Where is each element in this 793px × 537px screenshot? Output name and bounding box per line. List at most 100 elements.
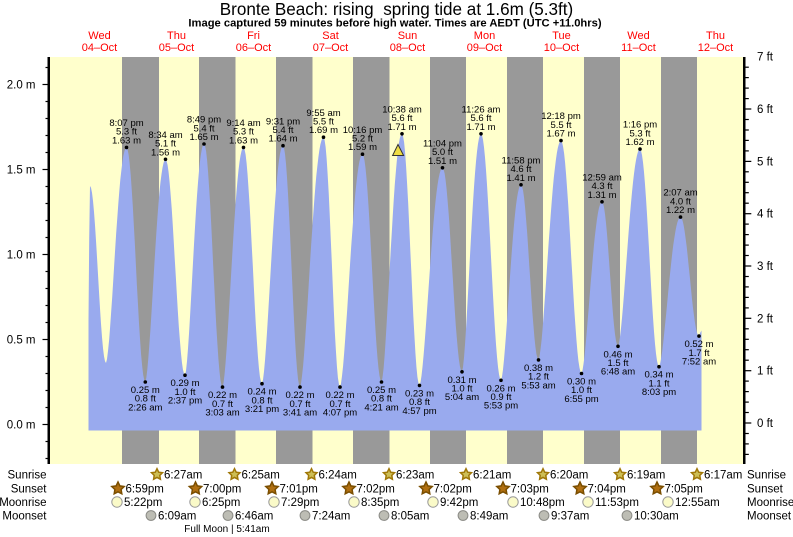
svg-text:9:42pm: 9:42pm xyxy=(440,497,478,509)
svg-text:12:55am: 12:55am xyxy=(675,497,720,509)
svg-text:9:55 am: 9:55 am xyxy=(306,108,340,119)
svg-text:Sunset: Sunset xyxy=(747,484,784,496)
svg-text:Full Moon | 5:41am: Full Moon | 5:41am xyxy=(184,524,269,535)
svg-text:4:57 pm: 4:57 pm xyxy=(402,406,436,417)
svg-text:10:16 pm: 10:16 pm xyxy=(343,125,383,136)
svg-text:07–Oct: 07–Oct xyxy=(313,42,348,54)
svg-text:7:02pm: 7:02pm xyxy=(434,484,472,496)
svg-text:3:41 am: 3:41 am xyxy=(283,408,317,419)
svg-text:0.8 ft: 0.8 ft xyxy=(251,395,272,406)
svg-text:11:53pm: 11:53pm xyxy=(595,497,639,509)
svg-text:6:25pm: 6:25pm xyxy=(202,497,240,509)
svg-text:4 ft: 4 ft xyxy=(757,209,774,221)
svg-text:3 ft: 3 ft xyxy=(757,261,774,273)
svg-text:1.22 m: 1.22 m xyxy=(666,205,695,216)
svg-text:7:02pm: 7:02pm xyxy=(357,484,395,496)
svg-text:8:35pm: 8:35pm xyxy=(361,497,399,509)
svg-text:12:59 am: 12:59 am xyxy=(582,172,622,183)
svg-text:Thu: Thu xyxy=(706,30,725,42)
svg-text:5:53 am: 5:53 am xyxy=(521,380,555,391)
svg-text:4.6 ft: 4.6 ft xyxy=(510,164,531,175)
svg-text:6:48 am: 6:48 am xyxy=(601,367,635,378)
svg-text:Sunrise: Sunrise xyxy=(747,470,786,482)
svg-text:0.22 m: 0.22 m xyxy=(325,390,354,401)
svg-text:6:09am: 6:09am xyxy=(158,511,196,523)
svg-text:Wed: Wed xyxy=(88,30,110,42)
svg-text:8:07 pm: 8:07 pm xyxy=(109,118,143,129)
svg-text:5.5 ft: 5.5 ft xyxy=(313,117,334,128)
svg-text:0.8 ft: 0.8 ft xyxy=(135,394,156,405)
svg-text:Fri: Fri xyxy=(247,30,260,42)
svg-text:5.2 ft: 5.2 ft xyxy=(352,134,373,145)
svg-text:1.2 ft: 1.2 ft xyxy=(528,372,549,383)
svg-text:1.0 ft: 1.0 ft xyxy=(451,384,472,395)
svg-text:2:26 am: 2:26 am xyxy=(128,402,162,413)
svg-text:8:05am: 8:05am xyxy=(391,511,429,523)
svg-text:0.52 m: 0.52 m xyxy=(684,339,713,350)
svg-text:5.4 ft: 5.4 ft xyxy=(272,125,293,136)
svg-text:Tue: Tue xyxy=(552,30,571,42)
svg-text:10–Oct: 10–Oct xyxy=(544,42,579,54)
svg-text:6 ft: 6 ft xyxy=(757,104,774,116)
svg-text:8:34 am: 8:34 am xyxy=(148,130,182,141)
svg-text:2:37 pm: 2:37 pm xyxy=(168,396,202,407)
svg-text:1.56 m: 1.56 m xyxy=(151,147,180,158)
svg-text:8:49am: 8:49am xyxy=(470,511,508,523)
svg-text:1.0 ft: 1.0 ft xyxy=(174,387,195,398)
svg-text:11–Oct: 11–Oct xyxy=(621,42,656,54)
svg-text:7:04pm: 7:04pm xyxy=(588,484,626,496)
svg-text:4.3 ft: 4.3 ft xyxy=(591,181,612,192)
svg-text:8:03 pm: 8:03 pm xyxy=(642,387,676,398)
svg-text:5.0 ft: 5.0 ft xyxy=(432,147,453,158)
svg-text:1.69 m: 1.69 m xyxy=(309,125,338,136)
svg-text:7:00pm: 7:00pm xyxy=(203,484,241,496)
svg-text:Sun: Sun xyxy=(398,30,418,42)
svg-text:0.31 m: 0.31 m xyxy=(447,375,476,386)
svg-text:7:05pm: 7:05pm xyxy=(665,484,703,496)
svg-text:11:04 pm: 11:04 pm xyxy=(423,138,462,149)
svg-text:9:14 am: 9:14 am xyxy=(226,118,260,129)
svg-text:6:20am: 6:20am xyxy=(550,470,588,482)
svg-text:09–Oct: 09–Oct xyxy=(467,42,502,54)
svg-text:6:46am: 6:46am xyxy=(235,511,273,523)
svg-text:1.31 m: 1.31 m xyxy=(587,190,616,201)
svg-text:5.6 ft: 5.6 ft xyxy=(470,113,491,124)
svg-text:2.0 m: 2.0 m xyxy=(7,80,36,92)
svg-text:1.41 m: 1.41 m xyxy=(506,173,535,184)
svg-text:0.25 m: 0.25 m xyxy=(367,385,396,396)
svg-text:0.29 m: 0.29 m xyxy=(170,378,199,389)
svg-text:1.63 m: 1.63 m xyxy=(112,135,141,146)
svg-text:5.3 ft: 5.3 ft xyxy=(116,127,137,138)
svg-text:5.4 ft: 5.4 ft xyxy=(193,123,214,134)
svg-text:Moonset: Moonset xyxy=(2,511,47,523)
svg-text:0.34 m: 0.34 m xyxy=(644,370,673,381)
svg-text:7 ft: 7 ft xyxy=(757,52,774,64)
svg-text:0.30 m: 0.30 m xyxy=(567,377,596,388)
svg-text:0.7 ft: 0.7 ft xyxy=(329,399,350,410)
svg-text:1.0 ft: 1.0 ft xyxy=(571,385,592,396)
svg-text:5.1 ft: 5.1 ft xyxy=(155,139,176,150)
svg-text:0.22 m: 0.22 m xyxy=(208,390,237,401)
svg-text:1.64 m: 1.64 m xyxy=(268,134,297,145)
svg-text:0.0 m: 0.0 m xyxy=(7,420,36,432)
svg-text:1:16 pm: 1:16 pm xyxy=(623,120,657,131)
svg-text:0.38 m: 0.38 m xyxy=(524,363,553,374)
svg-text:Thu: Thu xyxy=(167,30,186,42)
svg-text:Sat: Sat xyxy=(322,30,339,42)
svg-text:11:58 pm: 11:58 pm xyxy=(502,155,541,166)
svg-text:5:04 am: 5:04 am xyxy=(445,392,479,403)
svg-text:1.0 m: 1.0 m xyxy=(7,250,36,262)
svg-text:0.8 ft: 0.8 ft xyxy=(409,397,430,408)
svg-text:6:55 pm: 6:55 pm xyxy=(564,394,598,405)
svg-text:1.67 m: 1.67 m xyxy=(546,129,575,140)
svg-text:7:52 am: 7:52 am xyxy=(682,357,716,368)
svg-text:Moonrise: Moonrise xyxy=(747,497,793,509)
svg-text:Sunset: Sunset xyxy=(11,484,48,496)
svg-text:1.7 ft: 1.7 ft xyxy=(688,348,709,359)
svg-text:7:03pm: 7:03pm xyxy=(511,484,549,496)
svg-text:6:19am: 6:19am xyxy=(627,470,665,482)
svg-text:0.24 m: 0.24 m xyxy=(247,387,276,398)
svg-text:12–Oct: 12–Oct xyxy=(698,42,733,54)
svg-text:0.7 ft: 0.7 ft xyxy=(289,399,310,410)
svg-text:7:24am: 7:24am xyxy=(312,511,350,523)
